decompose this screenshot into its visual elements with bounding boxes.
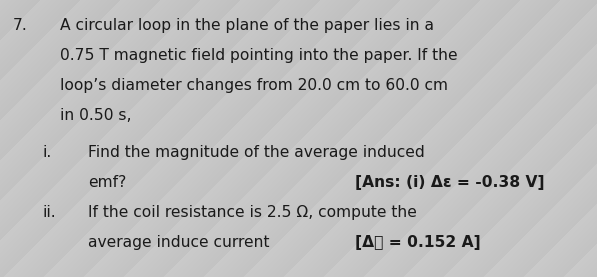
Text: Find the magnitude of the average induced: Find the magnitude of the average induce…: [88, 145, 425, 160]
Text: loop’s diameter changes from 20.0 cm to 60.0 cm: loop’s diameter changes from 20.0 cm to …: [60, 78, 448, 93]
Text: [Ans: (i) Δε = -0.38 V]: [Ans: (i) Δε = -0.38 V]: [355, 175, 545, 190]
Text: If the coil resistance is 2.5 Ω, compute the: If the coil resistance is 2.5 Ω, compute…: [88, 205, 417, 220]
Text: i.: i.: [43, 145, 52, 160]
Text: in 0.50 s,: in 0.50 s,: [60, 108, 131, 123]
Text: 7.: 7.: [13, 18, 28, 33]
Text: A circular loop in the plane of the paper lies in a: A circular loop in the plane of the pape…: [60, 18, 433, 33]
Text: average induce current: average induce current: [88, 235, 270, 250]
Text: ii.: ii.: [43, 205, 57, 220]
Text: [ΔＩ = 0.152 A]: [ΔＩ = 0.152 A]: [355, 235, 481, 250]
Text: 0.75 T magnetic field pointing into the paper. If the: 0.75 T magnetic field pointing into the …: [60, 48, 457, 63]
Text: emf?: emf?: [88, 175, 127, 190]
